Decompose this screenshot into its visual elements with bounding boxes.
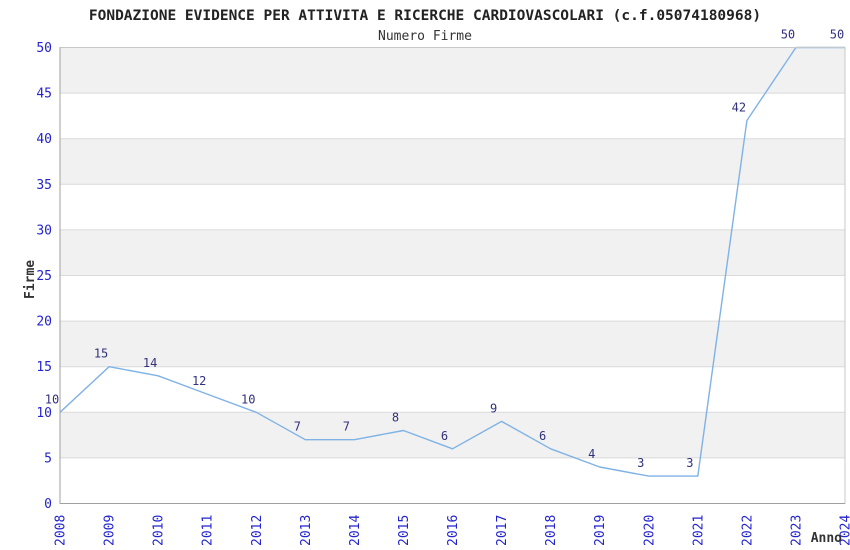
- y-tick-label: 40: [36, 132, 52, 147]
- x-tick-label: 2021: [691, 515, 706, 546]
- point-value-label: 10: [45, 392, 59, 406]
- point-value-label: 14: [143, 356, 157, 370]
- x-axis-tick-labels: 2008 2009 2010 2011 2012 2013 2014 2015 2016 2017…: [54, 515, 850, 546]
- chart-title: FONDAZIONE EVIDENCE PER ATTIVITA E RICER…: [89, 8, 761, 24]
- y-tick-label: 20: [36, 315, 52, 330]
- shaded-band: [60, 47, 845, 94]
- point-value-label: 4: [588, 447, 595, 461]
- x-tick-label: 2011: [201, 515, 216, 546]
- series-line: [59, 46, 845, 477]
- shaded-band: [60, 229, 845, 276]
- point-value-label: 50: [781, 28, 795, 42]
- point-value-label: 3: [686, 456, 693, 470]
- y-tick-label: 10: [36, 406, 52, 421]
- chart-subtitle: Numero Firme: [378, 29, 472, 44]
- x-tick-label: 2020: [642, 515, 657, 546]
- y-tick-label: 35: [36, 178, 52, 193]
- y-tick-label: 0: [44, 497, 52, 512]
- x-tick-label: 2014: [348, 515, 363, 546]
- point-value-label: 8: [392, 411, 399, 425]
- gridlines: [60, 92, 845, 459]
- band-shading: [60, 47, 845, 458]
- x-tick-label: 2017: [495, 515, 510, 546]
- y-tick-label: 50: [36, 41, 52, 56]
- x-tick-label: 2013: [299, 515, 314, 546]
- y-axis-tick-labels: 0 5 10 15 20 25 30 35 40 45 50: [36, 41, 52, 512]
- x-tick-label: 2008: [54, 515, 69, 546]
- point-value-label: 10: [241, 392, 255, 406]
- x-tick-label: 2012: [250, 515, 265, 546]
- point-value-label: 50: [830, 28, 844, 42]
- data-series: [59, 46, 845, 477]
- x-tick-label: 2018: [544, 515, 559, 546]
- x-tick-label: 2015: [397, 515, 412, 546]
- point-value-labels: 10 15 14 12 10 7 7 8 6 9 6 4 3 3 42 50 50: [45, 28, 844, 471]
- x-axis-title: Anno: [811, 531, 842, 546]
- shaded-band: [60, 321, 845, 367]
- x-tick-label: 2016: [446, 515, 461, 546]
- point-value-label: 42: [732, 100, 746, 114]
- x-tick-label: 2009: [103, 515, 118, 546]
- y-tick-label: 5: [44, 451, 52, 466]
- point-value-label: 7: [294, 420, 301, 434]
- point-value-label: 6: [441, 429, 448, 443]
- point-value-label: 9: [490, 401, 497, 415]
- x-tick-label: 2010: [152, 515, 167, 546]
- y-tick-label: 25: [36, 269, 52, 284]
- shaded-band: [60, 138, 845, 185]
- point-value-label: 12: [192, 374, 206, 388]
- y-tick-label: 45: [36, 87, 52, 102]
- y-tick-label: 15: [36, 360, 52, 375]
- y-axis-title: Firme: [23, 260, 38, 299]
- point-value-label: 15: [94, 347, 108, 361]
- y-tick-label: 30: [36, 223, 52, 238]
- x-tick-label: 2023: [789, 515, 804, 546]
- point-value-label: 6: [539, 429, 546, 443]
- shaded-band: [60, 412, 845, 458]
- plot-frame: [59, 47, 846, 504]
- point-value-label: 7: [343, 420, 350, 434]
- point-value-label: 3: [637, 456, 644, 470]
- x-tick-label: 2024: [839, 515, 850, 546]
- x-tick-label: 2019: [593, 515, 608, 546]
- x-tick-label: 2022: [740, 515, 755, 546]
